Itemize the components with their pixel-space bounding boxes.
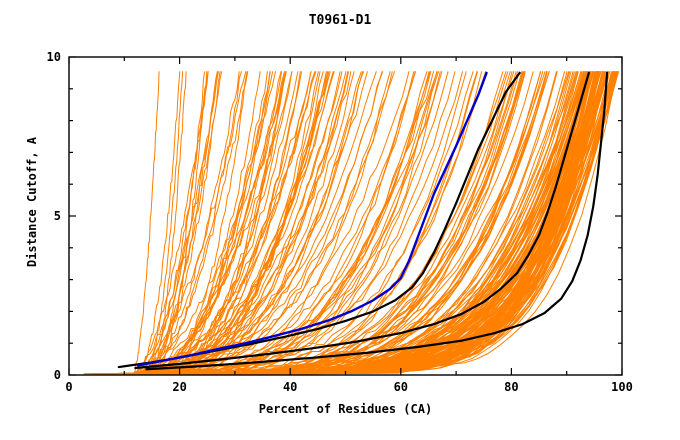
axes-ticks [68, 56, 623, 376]
background-curve [127, 71, 599, 375]
x-axis-label: Percent of Residues (CA) [258, 402, 433, 416]
reference-curves-group [117, 71, 609, 371]
y-axis-label: Distance Cutoff, A [25, 136, 39, 268]
background-curve [128, 71, 219, 375]
background-curve [135, 71, 271, 375]
y-tick-label: 10 [46, 50, 61, 64]
reference-curve [134, 71, 590, 370]
background-curve [132, 71, 209, 375]
x-tick-label: 0 [65, 380, 73, 394]
background-curve [95, 71, 620, 375]
y-tick-label: 0 [53, 368, 61, 382]
background-curve [124, 71, 286, 375]
background-curve [141, 71, 209, 375]
highlight-curve [136, 71, 488, 367]
reference-curve [145, 71, 609, 371]
x-tick-label: 20 [172, 380, 187, 394]
reference-curve [117, 71, 521, 369]
page-title: T0961-D1 [308, 13, 372, 28]
background-curve [132, 71, 160, 375]
background-curve [103, 71, 597, 375]
x-tick-label: 80 [504, 380, 519, 394]
background-curves-group [83, 71, 620, 375]
background-curve [121, 71, 334, 375]
background-curve [129, 71, 219, 375]
background-curve [123, 71, 312, 375]
background-curve [127, 71, 335, 375]
x-tick-label: 60 [393, 380, 409, 394]
y-tick-label: 5 [53, 209, 61, 223]
background-curve [130, 71, 221, 375]
x-tick-label: 100 [611, 380, 633, 394]
highlight-curve-group [136, 71, 488, 367]
x-tick-label: 40 [282, 380, 298, 394]
